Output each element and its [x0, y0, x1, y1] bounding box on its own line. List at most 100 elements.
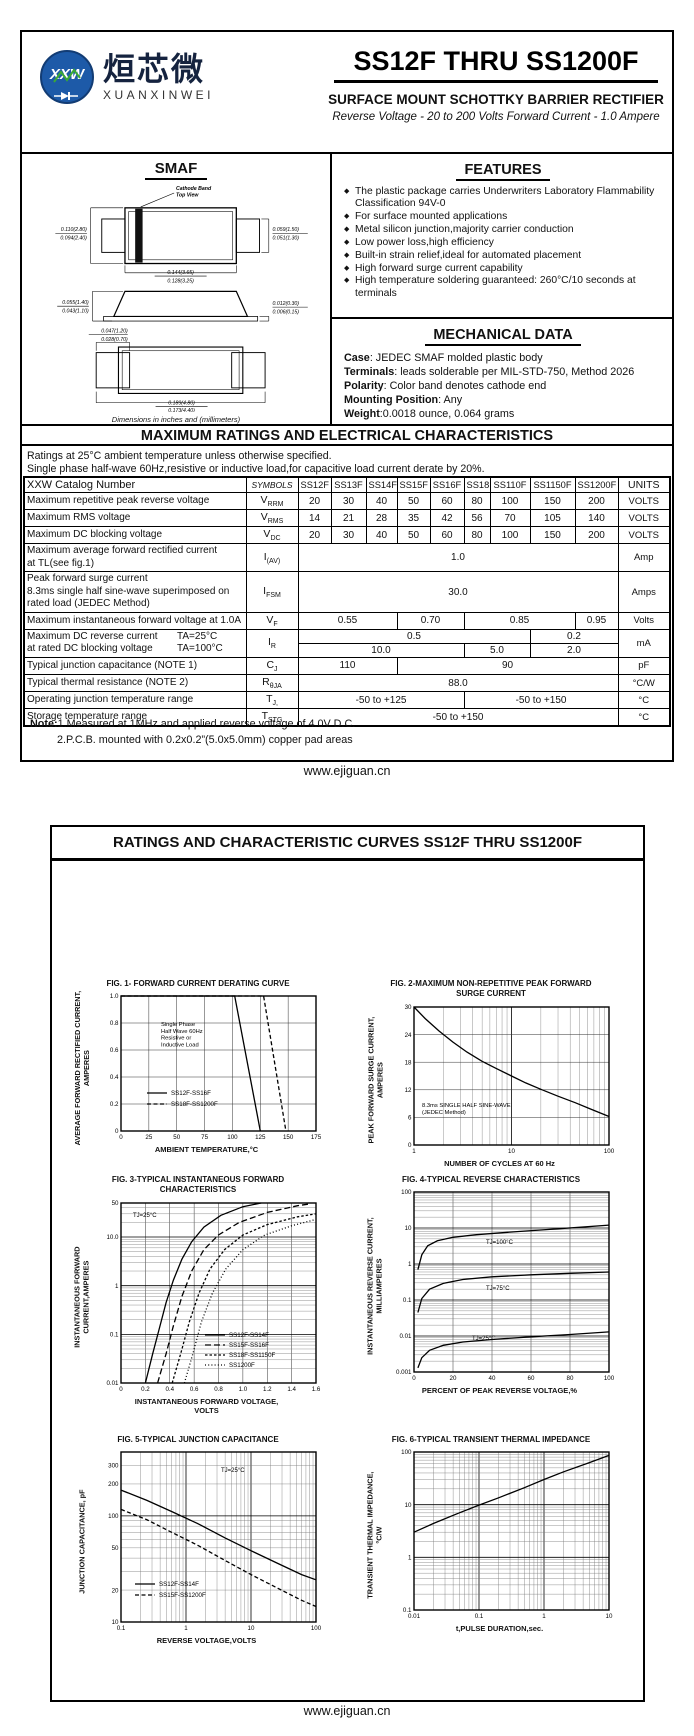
- page1-header: XXW 烜芯微 XUANXINWEI SS12F THRU SS1200F SU…: [22, 32, 672, 154]
- package-drawing-section: SMAF Cathode Band Top View 0.110(2: [22, 154, 332, 424]
- feature-text: Built-in strain relief,ideal for automat…: [355, 249, 582, 261]
- grid: [120, 996, 316, 1132]
- svg-text:10: 10: [111, 1620, 118, 1627]
- mechanical-item-label: Weight: [344, 408, 380, 421]
- series-thermal: [413, 1455, 609, 1534]
- dim-total-width-max: 0.189(4.80): [168, 401, 195, 407]
- value-cell: 56: [463, 509, 491, 528]
- value-cell: 20: [297, 491, 332, 511]
- param-text: Maximum RMS voltage: [27, 511, 131, 523]
- symbol-subscript: RMS: [267, 518, 284, 526]
- param-line: Typical junction capacitance (NOTE 1): [27, 660, 244, 673]
- series: [413, 1006, 609, 1117]
- mechanical-item: Polarity: Color band denotes cathode end: [344, 380, 547, 393]
- svg-text:0: 0: [412, 1375, 416, 1382]
- brand-name-en: XUANXINWEI: [103, 87, 215, 102]
- symbol-cell: VF: [245, 611, 299, 630]
- param-cell: Typical thermal resistance (NOTE 2): [23, 673, 247, 693]
- param-text: Maximum instantaneous forward voltage at…: [27, 614, 241, 626]
- figure-title: FIG. 1- FORWARD CURRENT DERATING CURVE: [106, 979, 290, 988]
- value-cell: 40: [365, 491, 398, 511]
- svg-text:TJ=25°C: TJ=25°C: [221, 1468, 245, 1474]
- svg-text:0.4: 0.4: [165, 1386, 174, 1393]
- unit-cell: °C/W: [617, 673, 671, 693]
- svg-text:0.01: 0.01: [106, 1380, 119, 1387]
- electrical-characteristics-table: XXW Catalog Number SYMBOLS SS12F SS13F SS14F…: [23, 476, 671, 728]
- svg-text:100: 100: [310, 1625, 321, 1632]
- series-SS15F-SS16F: [156, 1203, 310, 1383]
- dim-top-left-min: 0.094(2.40): [60, 235, 87, 241]
- col-header-part: SS110F: [489, 476, 531, 493]
- symbol-cell: CJ: [245, 656, 299, 675]
- mechanical-heading: MECHANICAL DATA: [425, 327, 581, 346]
- col-header-symbols: SYMBOLS: [245, 476, 299, 493]
- device-description: SURFACE MOUNT SCHOTTKY BARRIER RECTIFIER: [328, 92, 664, 107]
- dim-top-right-min: 0.051(1.30): [273, 235, 300, 241]
- series-SS12F-SS14F: [120, 1489, 316, 1581]
- series: [120, 995, 287, 1132]
- grid: [413, 1451, 609, 1611]
- value-cell: 80: [463, 526, 491, 545]
- svg-text:1.0: 1.0: [109, 994, 118, 1001]
- param-text: Storage temperature range: [27, 710, 148, 722]
- svg-text:Inductive Load: Inductive Load: [161, 1043, 199, 1049]
- value-cell: 0.95: [574, 611, 619, 630]
- svg-text:TJ=25°C: TJ=25°C: [472, 1336, 496, 1342]
- feature-text: For surface mounted applications: [355, 211, 508, 223]
- value-cell: 30.0: [297, 571, 619, 613]
- y-axis-label-text: AVERAGE FORWARD RECTIFIED CURRENT, AMPER…: [72, 990, 91, 1146]
- diode-symbol-icon: [54, 92, 78, 100]
- svg-text:100: 100: [603, 1375, 614, 1382]
- param-text: Maximum average forward rectified curren…: [27, 545, 218, 557]
- figure-title: FIG. 6-TYPICAL TRANSIENT THERMAL IMPEDAN…: [391, 1435, 591, 1444]
- x-tick-labels: 0 0.2 0.4 0.6 0.8 1.0 1.2 1.4 1.6: [119, 1386, 321, 1393]
- svg-text:75: 75: [201, 1134, 208, 1141]
- svg-text:SS18F-SS1150F: SS18F-SS1150F: [229, 1352, 276, 1359]
- features-list: ◆ The plastic package carries Underwriter…: [344, 186, 662, 300]
- y-axis-label-text: INSTANTANEOUS REVERSE CURRENT, MILLIAMPE…: [365, 1217, 385, 1356]
- feature-text: Metal silicon junction,majority carrier …: [355, 224, 574, 236]
- value-cell: 10.0: [297, 642, 465, 658]
- annotation: TJ=25°C: [472, 1336, 496, 1342]
- part-number-title: SS12F THRU SS1200F: [353, 46, 639, 76]
- table-notes: Note:1.Measured at 1MHz and applied reve…: [22, 714, 672, 750]
- datasheet-page-2: RATINGS AND CHARACTERISTIC CURVES SS12F …: [50, 825, 645, 1702]
- annotation: 8.3ms SINGLE HALF SINE-WAVE(JEDEC Method…: [422, 1103, 511, 1116]
- bullet-icon: ◆: [344, 264, 350, 272]
- legend: SS12F-SS14F SS15F-SS16F SS18F-SS1150F SS120…: [204, 1332, 276, 1369]
- value-cell: 0.55: [297, 611, 398, 630]
- svg-text:Resistive or: Resistive or: [161, 1036, 191, 1042]
- value-cell: 42: [429, 509, 465, 528]
- legend: SS12F-SS16F SS18F-SS1200F: [146, 1090, 217, 1108]
- x-axis-label: t,PULSE DURATION,sec.: [455, 1624, 544, 1634]
- svg-text:1: 1: [542, 1613, 546, 1620]
- brand-name-cn: 烜芯微: [103, 50, 206, 87]
- value-cell: 150: [529, 526, 576, 545]
- value-cell: 35: [396, 509, 431, 528]
- symbol-cell: RθJA: [245, 673, 299, 693]
- figure-body: INSTANTANEOUS FORWARD CURRENT,AMPERES 0 0.…: [56, 1198, 340, 1396]
- value-cell: 28: [365, 509, 398, 528]
- symbol: IFSM: [263, 584, 281, 600]
- svg-text:80: 80: [566, 1375, 573, 1382]
- value-cell: 100: [489, 526, 531, 545]
- svg-text:0: 0: [119, 1386, 123, 1393]
- svg-text:0.6: 0.6: [109, 1048, 118, 1055]
- symbol: TSTG: [261, 710, 283, 725]
- mechanical-item: Terminals: leads solderable per MIL-STD-…: [344, 366, 635, 379]
- table-row: Typical junction capacitance (NOTE 1) CJ 1…: [23, 656, 671, 675]
- col-header-part: SS18F: [463, 476, 491, 493]
- mechanical-item: Weight:0.0018 ounce, 0.064 grams: [344, 408, 515, 421]
- value-cell: 110: [297, 656, 398, 675]
- svg-text:25: 25: [145, 1134, 152, 1141]
- page1-footer-url: www.ejiguan.cn: [303, 764, 391, 778]
- figure-body: JUNCTION CAPACITANCE, pF 0.1 1 10 100 300 200 1…: [56, 1447, 340, 1635]
- value-cell: 30: [330, 526, 367, 545]
- dim-pad-width-max: 0.047(1.20): [101, 329, 128, 335]
- symbol-cell: TJ,: [245, 691, 299, 710]
- svg-text:1.2: 1.2: [262, 1386, 271, 1393]
- package-caption: Dimensions in inches and (millimeters): [111, 415, 241, 424]
- figure-title: FIG. 3-TYPICAL INSTANTANEOUS FORWARD CHA…: [111, 1175, 285, 1195]
- svg-text:0.8: 0.8: [214, 1386, 223, 1393]
- y-tick-labels: 100 10 1 0.1 0.01 0.001: [396, 1190, 412, 1377]
